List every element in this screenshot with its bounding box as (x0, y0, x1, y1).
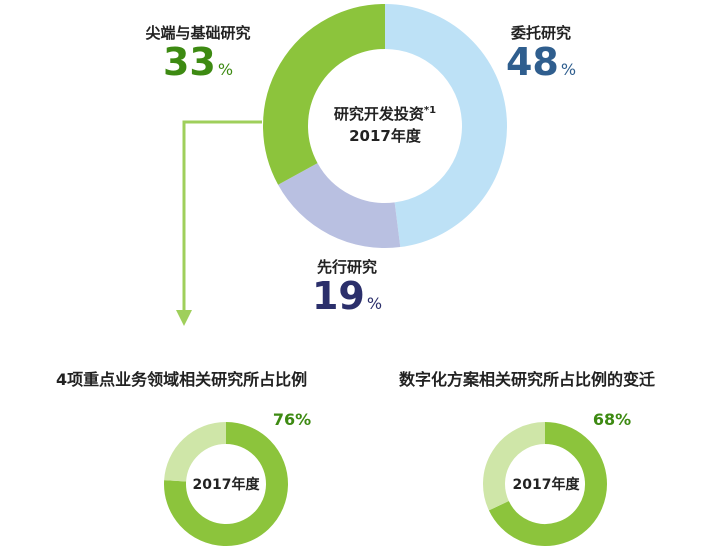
slice-advanced-basic (263, 4, 386, 185)
main-donut-title-text: 研究开发投资 (333, 105, 424, 123)
main-donut (263, 4, 507, 248)
slice-value-number: 33 (162, 40, 216, 84)
slice-focus-areas (164, 422, 288, 546)
slice-label-preceding: 先行研究 19% (292, 256, 402, 315)
slice-focus-areas-rest (164, 422, 227, 483)
main-donut-year: 2017年度 (349, 126, 421, 145)
slice-value: 33% (128, 43, 268, 81)
slice-value-number: 48 (505, 40, 559, 84)
slice-name: 尖端与基础研究 (145, 24, 251, 42)
slice-digital-solutions-rest (483, 422, 546, 511)
slice-value: 19% (292, 277, 402, 315)
slice-name: 委托研究 (510, 24, 571, 42)
digital-solutions-donut (483, 422, 607, 546)
footnote-mark: *1 (423, 105, 437, 116)
focus-areas-center: 2017年度 (192, 477, 260, 493)
main-donut-center: 研究开发投资*1 2017年度 (305, 104, 465, 148)
slice-value-unit: % (366, 294, 383, 313)
slice-preceding (278, 162, 401, 248)
connector-arrow-head (176, 310, 192, 326)
slice-value-unit: % (560, 60, 577, 79)
slice-label-outsourced: 委托研究 48% (486, 22, 596, 81)
focus-areas-title: 4项重点业务领域相关研究所占比例 (56, 370, 308, 389)
slice-value-number: 19 (311, 274, 365, 318)
slice-value: 48% (486, 43, 596, 81)
digital-solutions-center: 2017年度 (512, 477, 580, 493)
slice-name: 先行研究 (316, 258, 377, 276)
slice-label-advanced-basic: 尖端与基础研究 33% (128, 22, 268, 81)
main-donut-title: 研究开发投资*1 (305, 104, 465, 126)
digital-solutions-value: 68% (592, 410, 632, 429)
slice-value-unit: % (217, 60, 234, 79)
connector-arrow-line (182, 120, 262, 312)
focus-areas-donut (164, 422, 288, 546)
focus-areas-value: 76% (272, 410, 312, 429)
slice-digital-solutions (488, 422, 607, 546)
slice-outsourced (384, 4, 507, 248)
digital-solutions-title: 数字化方案相关研究所占比例的变迁 (399, 370, 656, 389)
